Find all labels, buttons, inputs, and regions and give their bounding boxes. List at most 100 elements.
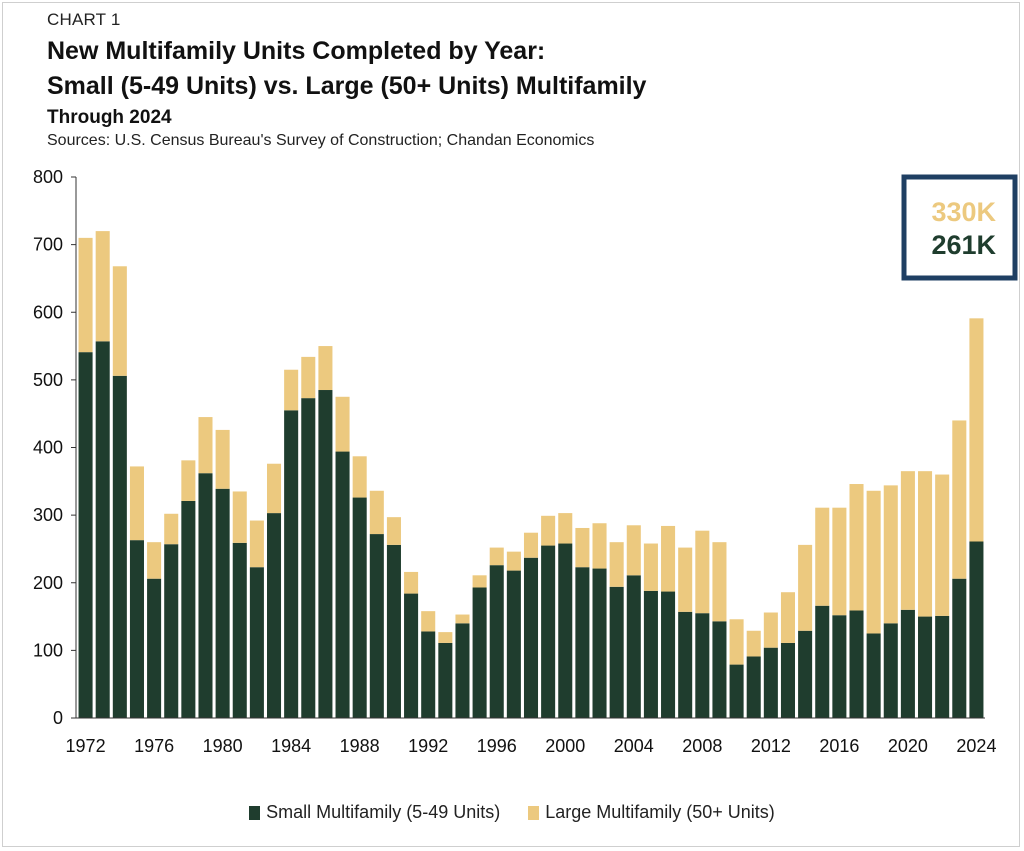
y-tick-label: 700 [33,235,63,255]
bar-small-1985 [301,398,316,718]
bar-small-1982 [249,567,264,718]
x-tick-label: 2004 [614,736,654,756]
bar-small-1977 [164,544,179,718]
bar-large-2017 [849,484,864,611]
x-axis: 1972 1976 1980 1984 1988 1992 1996 2000 2004 2008… [66,717,996,756]
bar-small-1984 [284,410,299,718]
bar-large-1982 [249,520,264,568]
bar-small-2017 [849,610,864,718]
bar-large-2021 [918,471,933,617]
legend-label-small: Small Multifamily (5-49 Units) [266,802,501,822]
y-tick-label: 0 [53,708,63,728]
x-tick-label: 1972 [66,736,106,756]
bar-large-1988 [352,456,367,498]
bar-small-2020 [900,609,915,718]
bar-large-1984 [284,369,299,411]
bar-small-2018 [866,633,881,718]
bar-large-2002 [592,523,607,569]
bar-large-1994 [455,614,470,624]
x-tick-label: 1976 [134,736,174,756]
bar-small-1986 [318,390,333,718]
bar-large-1972 [78,237,93,353]
legend-label-large: Large Multifamily (50+ Units) [545,802,775,822]
bar-small-1988 [352,497,367,718]
x-tick-label: 1980 [203,736,243,756]
bar-large-2011 [746,630,761,657]
bar-small-2010 [729,664,744,718]
bar-small-2021 [918,616,933,718]
bar-large-2013 [780,592,796,643]
bar-small-2009 [712,621,727,718]
bar-large-2004 [626,525,641,576]
y-axis: 0 100 200 300 400 500 600 700 800 [33,167,77,728]
bar-large-1996 [489,547,504,566]
callout-box: 330K 261K [901,174,1018,281]
bar-large-2014 [798,544,813,631]
bar-large-2009 [712,542,727,622]
bar-small-2019 [883,623,898,718]
bar-small-1987 [335,451,350,718]
bar-large-1974 [112,266,127,376]
bar-small-2015 [815,605,830,718]
bar-small-2023 [952,578,967,718]
x-tick-label: 2008 [682,736,722,756]
bar-small-2002 [592,568,607,718]
bar-large-2015 [815,507,830,606]
bar-small-2011 [746,656,761,718]
bar-small-2024 [969,541,984,718]
x-tick-label: 2012 [751,736,791,756]
x-tick-label: 1988 [340,736,380,756]
bar-large-1986 [318,346,333,391]
legend-swatch-large [528,805,540,820]
bar-small-1993 [438,642,453,718]
bars [78,231,984,718]
bar-large-2016 [832,507,847,616]
bar-large-2003 [609,542,624,587]
bar-large-1983 [266,463,282,514]
y-tick-label: 800 [33,167,63,187]
bar-large-2024 [969,318,984,542]
bar-small-1975 [129,540,144,718]
bar-large-2001 [575,527,590,568]
bar-large-2020 [900,471,915,610]
bar-large-2022 [935,474,950,616]
bar-large-1978 [181,460,196,501]
bar-large-1976 [147,542,162,579]
bar-large-2008 [695,530,710,614]
bar-large-1981 [232,491,247,543]
bar-large-2023 [952,420,967,579]
bar-small-1990 [386,544,401,718]
bar-large-1995 [472,575,487,588]
bar-small-1972 [78,352,93,718]
bar-small-1989 [369,534,384,718]
x-tick-label: 1992 [408,736,448,756]
bar-large-1990 [386,517,401,545]
bar-small-1998 [523,557,539,718]
bar-small-2012 [763,647,778,718]
legend: Small Multifamily (5-49 Units) Large Mul… [0,802,1024,823]
x-tick-label: 2024 [956,736,996,756]
legend-item-small: Small Multifamily (5-49 Units) [249,802,500,823]
bar-small-2005 [643,590,658,718]
callout-border [901,174,1018,281]
bar-small-2008 [695,613,710,718]
bar-small-1980 [215,488,230,718]
bar-large-2012 [763,612,778,648]
bar-large-2010 [729,619,744,665]
bar-large-1977 [164,513,179,545]
bar-small-1999 [541,545,556,718]
bar-large-2005 [643,543,658,591]
chart-subtitle: Through 2024 [47,107,172,128]
chart-sources: Sources: U.S. Census Bureau's Survey of … [47,132,595,149]
bar-small-1994 [455,623,470,718]
bar-large-1998 [523,532,539,558]
callout-large-value: 330K [931,197,996,227]
bar-small-1991 [404,593,419,718]
chart-title-line-2: Small (5-49 Units) vs. Large (50+ Units)… [47,72,647,100]
bar-large-1992 [421,611,436,632]
y-tick-label: 600 [33,302,63,322]
x-tick-label: 1996 [477,736,517,756]
bar-small-1992 [421,631,436,718]
bar-small-1995 [472,587,487,718]
